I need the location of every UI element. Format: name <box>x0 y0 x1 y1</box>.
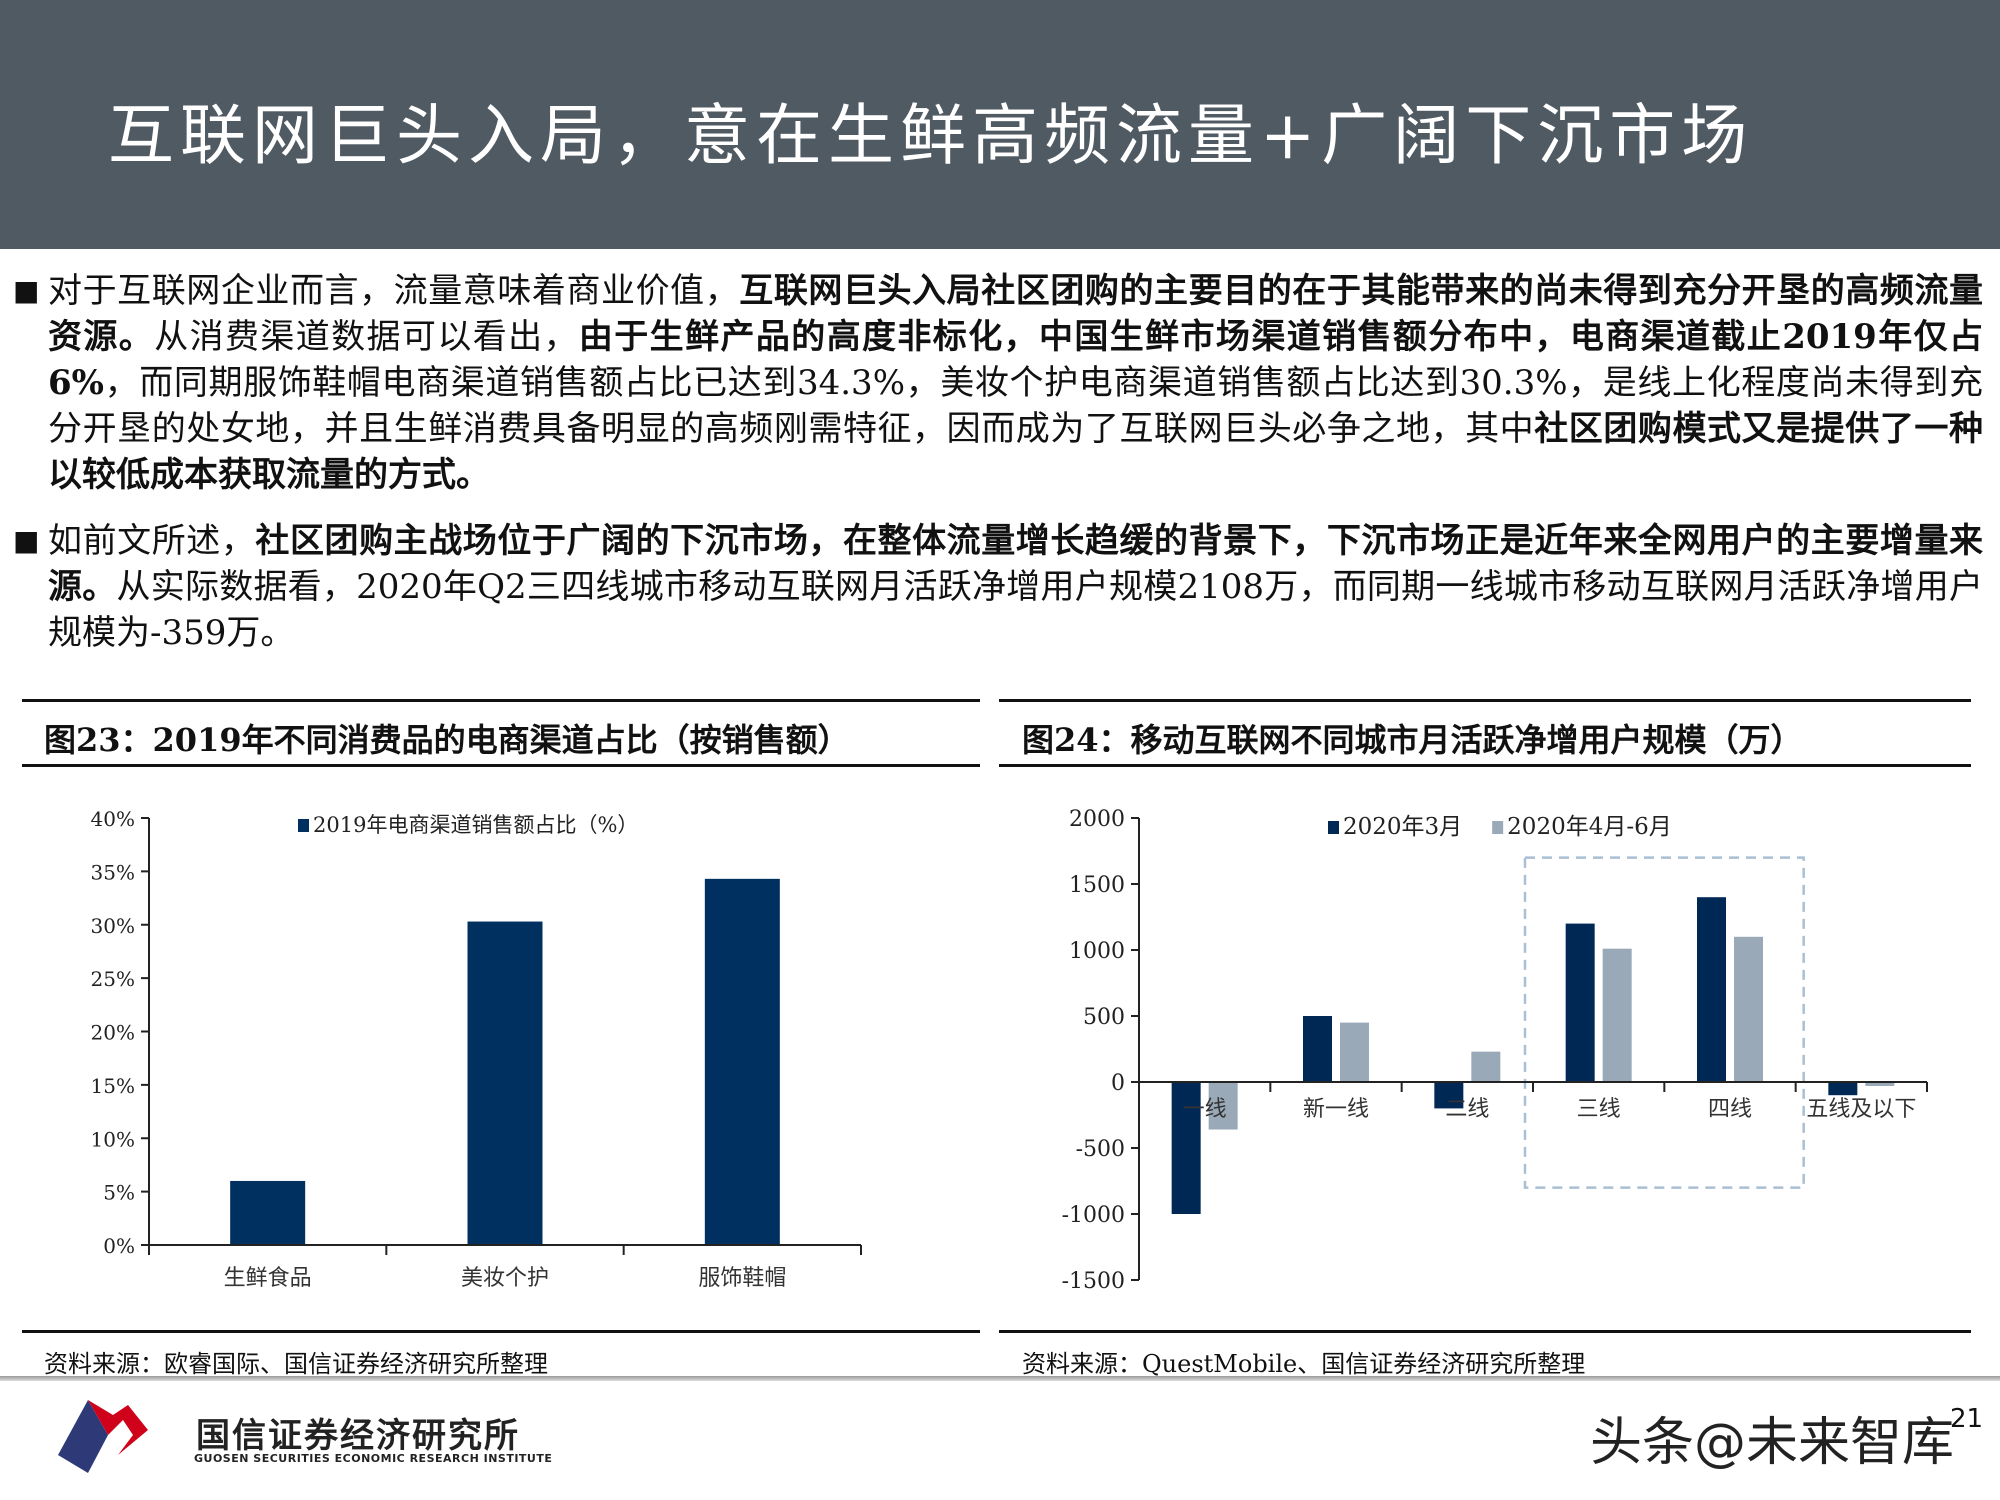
y-tick-label: 5% <box>103 1181 135 1205</box>
x-tick-label: 四线 <box>1708 1097 1752 1122</box>
text-segment: 从实际数据看，2020年Q2三四线城市移动互联网月活跃净增用户规模2108万，而… <box>48 567 1984 653</box>
y-tick-label: -500 <box>1076 1137 1125 1162</box>
paragraph-text: 对于互联网企业而言，流量意味着商业价值，互联网巨头入局社区团购的主要目的在于其能… <box>48 268 1983 498</box>
figure-24-source: 资料来源：QuestMobile、国信证券经济研究所整理 <box>1022 1350 1586 1378</box>
highlight-box <box>1523 856 1805 1189</box>
y-tick-label: 30% <box>91 914 135 938</box>
bar <box>1471 1051 1501 1082</box>
paragraph-1: ■ 对于互联网企业而言，流量意味着商业价值，互联网巨头入局社区团购的主要目的在于… <box>13 268 1983 498</box>
slide-title: 互联网巨头入局，意在生鲜高频流量+广阔下沉市场 <box>108 97 1754 174</box>
bar <box>1434 1082 1464 1109</box>
figure-24-title: 图24：移动互联网不同城市月活跃净增用户规模（万） <box>1022 721 1803 759</box>
y-tick-label: 25% <box>91 967 135 991</box>
legend-swatch <box>298 819 309 832</box>
legend-label: 2020年4月-6月 <box>1507 814 1672 840</box>
bar <box>1303 1016 1332 1082</box>
bullet-icon: ■ <box>13 274 40 307</box>
x-tick-label: 服饰鞋帽 <box>698 1266 786 1291</box>
x-tick-label: 三线 <box>1577 1097 1621 1122</box>
paragraph-2: ■ 如前文所述，社区团购主战场位于广阔的下沉市场，在整体流量增长趋缓的背景下，下… <box>13 518 1983 656</box>
y-tick-label: 2000 <box>1069 807 1125 832</box>
bullet-icon: ■ <box>13 524 40 557</box>
bar <box>230 1180 306 1245</box>
figure-top-rule <box>22 699 980 702</box>
bar <box>1865 1082 1895 1086</box>
x-tick-label: 一线 <box>1183 1097 1227 1122</box>
text-segment: 如前文所述， <box>48 521 256 561</box>
figure-title-rule <box>22 764 980 767</box>
logo-subtext: GUOSEN SECURITIES ECONOMIC RESEARCH INST… <box>194 1452 553 1465</box>
watermark: 头条@未来智库 <box>1590 1413 1955 1473</box>
bold-text-segment: 互联网巨头入局社区团购的主要目的在于其能带来的尚未得到充分开垦的高频流量资源。 <box>48 271 1984 357</box>
bar <box>1602 948 1632 1082</box>
bar <box>704 878 780 1245</box>
y-tick-label: 0% <box>103 1234 135 1258</box>
x-tick-label: 新一线 <box>1303 1097 1369 1122</box>
bar <box>1208 1082 1238 1130</box>
bold-text-segment: 社区团购主战场位于广阔的下沉市场，在整体流量增长趋缓的背景下，下沉市场正是近年来… <box>48 521 1984 607</box>
y-tick-label: 500 <box>1083 1005 1125 1030</box>
y-tick-label: 1000 <box>1069 939 1125 964</box>
x-tick-label: 二线 <box>1445 1097 1489 1122</box>
bar <box>1565 923 1595 1082</box>
legend-label: 2020年3月 <box>1343 814 1462 840</box>
y-tick-label: -1000 <box>1062 1203 1125 1228</box>
text-segment: ，而同期服饰鞋帽电商渠道销售额占比已达到34.3%，美妆个护电商渠道销售额占比达… <box>48 363 1983 449</box>
slide-header: 互联网巨头入局，意在生鲜高频流量+广阔下沉市场 <box>0 0 2000 249</box>
bar <box>1734 936 1763 1082</box>
text-segment: 从消费渠道数据可以看出， <box>154 317 579 357</box>
y-tick-label: 20% <box>91 1021 135 1045</box>
x-tick-label: 五线及以下 <box>1806 1097 1916 1122</box>
y-tick-label: 40% <box>91 807 135 831</box>
bold-text-segment: 由于生鲜产品的高度非标化，中国生鲜市场渠道销售额分布中，电商渠道截止2019年仅… <box>48 317 1984 403</box>
paragraph-text: 如前文所述，社区团购主战场位于广阔的下沉市场，在整体流量增长趋缓的背景下，下沉市… <box>48 518 1983 656</box>
bar <box>1828 1082 1858 1096</box>
legend-swatch <box>1492 821 1504 834</box>
guosen-logo-icon <box>58 1400 148 1473</box>
legend-label: 2019年电商渠道销售额占比（%） <box>313 813 638 837</box>
figure-bottom-rule <box>999 1330 1971 1333</box>
figure-bottom-rule <box>22 1330 980 1333</box>
bar <box>467 921 543 1245</box>
bar <box>1697 897 1726 1082</box>
y-tick-label: 35% <box>91 860 135 884</box>
text-segment: 对于互联网企业而言，流量意味着商业价值， <box>48 271 740 311</box>
x-tick-label: 生鲜食品 <box>224 1266 312 1291</box>
figure-23-chart: 0% 5% 10% 15% 20% 25% 30% 35% 40% 生鲜食品 美妆个护 服饰鞋帽 201… <box>91 807 862 1291</box>
bar <box>1171 1082 1201 1214</box>
y-tick-label: 0 <box>1111 1071 1125 1096</box>
logo-text: 国信证券经济研究所 <box>196 1416 520 1456</box>
bold-text-segment: 社区团购模式又是提供了一种以较低成本获取流量的方式。 <box>48 409 1983 495</box>
y-tick-label: 1500 <box>1069 873 1125 898</box>
figure-23-title: 图23：2019年不同消费品的电商渠道占比（按销售额） <box>44 721 850 759</box>
x-tick-label: 美妆个护 <box>461 1266 549 1291</box>
figure-24-chart: -1500 -1000 -500 0 500 1000 1500 2000 一线 新一线 二线 三线 四… <box>1062 807 1928 1294</box>
footer-divider <box>0 1376 2000 1381</box>
page-number: 21 <box>1950 1404 1984 1434</box>
legend-swatch <box>1328 821 1339 834</box>
figure-title-rule <box>999 764 1971 767</box>
y-tick-label: 10% <box>91 1127 135 1151</box>
figure-top-rule <box>999 699 1971 702</box>
figure-23-source: 资料来源：欧睿国际、国信证券经济研究所整理 <box>44 1350 548 1378</box>
y-tick-label: 15% <box>91 1074 135 1098</box>
bar <box>1340 1022 1369 1082</box>
y-tick-label: -1500 <box>1062 1269 1125 1294</box>
